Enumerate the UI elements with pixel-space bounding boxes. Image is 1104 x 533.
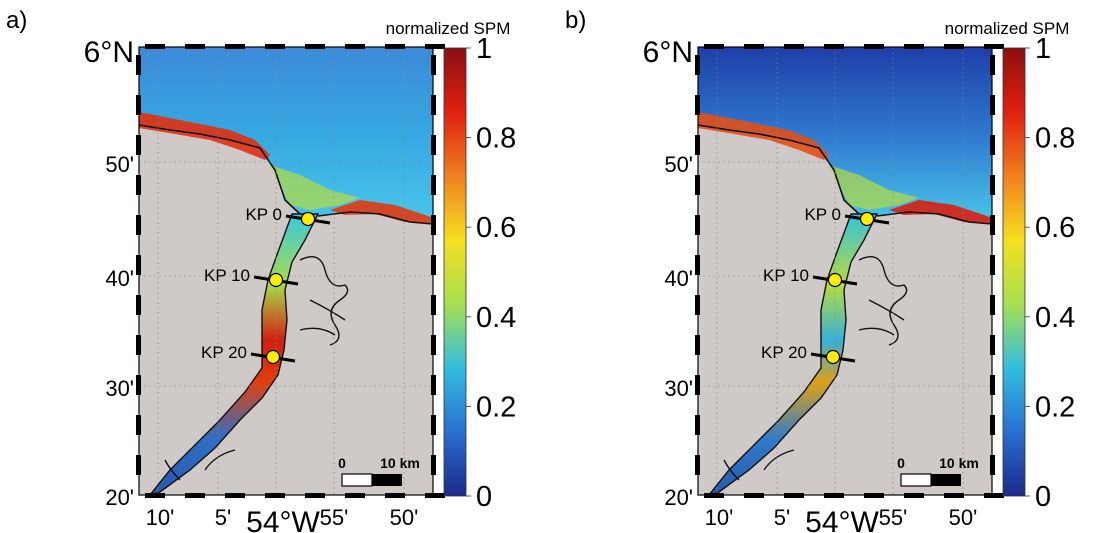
lon-label: 10' (146, 505, 175, 530)
kp-marker (812, 272, 858, 288)
scale-bar (900, 473, 961, 487)
spm-map (698, 47, 992, 495)
panel-b: b) 6°N 50' 40' 30' 20' 10' 5' 54°W 55' 50' KP 0 KP 1… (559, 0, 1104, 533)
southern-creeks (164, 449, 236, 481)
scale-end: 10 km (939, 455, 979, 471)
southern-creeks (723, 449, 795, 481)
colorbar-tick: 0.6 (1035, 212, 1075, 244)
colorbar (1002, 47, 1026, 497)
kp-label: KP 0 (804, 205, 841, 224)
lat-label: 6°N (84, 36, 134, 69)
colorbar-tick: 1 (1035, 33, 1051, 65)
coastline (698, 124, 992, 225)
scale-bar (341, 473, 402, 487)
ocean-area (698, 47, 992, 222)
sediment-plume (829, 165, 919, 210)
panel-a: a) 6°N 50' 40' 30' 20' 10' 5' 54°W 55' 50' KP 0 KP 1… (6, 7, 516, 533)
kp-point (265, 349, 281, 365)
kp-marker (810, 349, 856, 365)
lon-label: 54°W (805, 506, 879, 533)
kp-point (825, 349, 841, 365)
colorbar-tick: 0 (1035, 481, 1051, 513)
kp-point (827, 272, 843, 288)
colorbar-tick: 0 (476, 481, 492, 513)
scale-start: 0 (897, 455, 905, 471)
kp-marker (285, 211, 331, 227)
coastal-band-west (139, 112, 270, 160)
lon-label: 5' (215, 505, 231, 530)
kp-label: KP 10 (763, 266, 809, 285)
tributary-creeks (299, 256, 349, 346)
tributary-creeks (858, 256, 908, 346)
coastal-band-west (698, 112, 829, 160)
colorbar (443, 47, 467, 497)
coastal-band-east (330, 200, 433, 224)
lon-label: 55' (879, 505, 908, 530)
kp-marker (844, 211, 890, 227)
lon-label: 50' (949, 505, 978, 530)
graticule (698, 47, 992, 495)
spm-map (139, 47, 433, 495)
lon-label: 10' (705, 505, 734, 530)
colorbar-tick: 0.8 (476, 123, 516, 155)
lat-label: 40' (105, 266, 134, 291)
colorbar-tick: 0.6 (476, 212, 516, 244)
frame-ticks (695, 44, 1004, 498)
kp-label: KP 20 (761, 343, 807, 362)
lat-label: 20' (105, 485, 134, 510)
colorbar-title: normalized SPM (945, 19, 1070, 38)
colorbar-tick: 0.8 (1035, 123, 1075, 155)
lat-label: 40' (664, 266, 693, 291)
kp-marker (250, 349, 296, 365)
lat-label: 30' (664, 376, 693, 401)
colorbar-tick: 1 (476, 33, 492, 65)
lat-label: 50' (664, 152, 693, 177)
colorbar-tick: 0.2 (1035, 391, 1075, 423)
scale-end: 10 km (380, 455, 420, 471)
lat-label: 50' (105, 152, 134, 177)
kp-label: KP 0 (245, 205, 282, 224)
lon-label: 55' (320, 505, 349, 530)
colorbar-tick: 0.4 (1035, 302, 1075, 334)
kp-label: KP 10 (204, 266, 250, 285)
kp-marker (253, 272, 299, 288)
lon-label: 5' (774, 505, 790, 530)
graticule (139, 47, 433, 495)
coastal-band-east (889, 200, 992, 224)
kp-point (859, 211, 875, 227)
coastline (139, 124, 433, 225)
kp-point (300, 211, 316, 227)
scale-start: 0 (338, 455, 346, 471)
frame-ticks (136, 44, 445, 498)
kp-point (268, 272, 284, 288)
colorbar-tick: 0.4 (476, 302, 516, 334)
lat-label: 6°N (643, 36, 693, 69)
lon-label: 50' (390, 505, 419, 530)
panel-label: a) (6, 7, 27, 34)
lat-label: 20' (664, 485, 693, 510)
colorbar-tick: 0.2 (476, 391, 516, 423)
ocean-area (139, 47, 433, 222)
lon-label: 54°W (246, 506, 320, 533)
sediment-plume (270, 165, 360, 210)
kp-label: KP 20 (201, 343, 247, 362)
panel-label: b) (565, 7, 586, 34)
lat-label: 30' (105, 376, 134, 401)
colorbar-title: normalized SPM (386, 19, 511, 38)
